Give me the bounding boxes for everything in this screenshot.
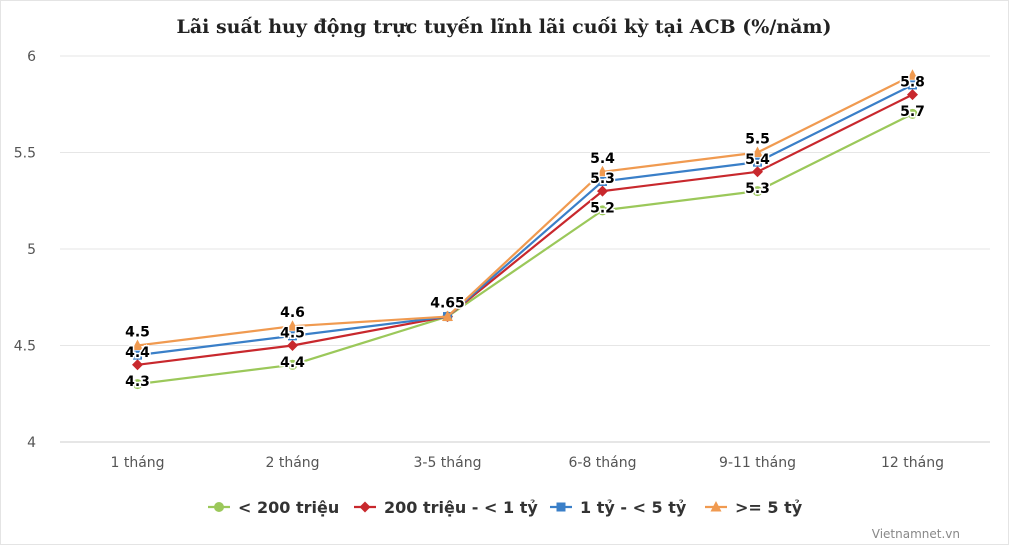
data-point — [752, 186, 763, 197]
x-tick-label: 1 tháng — [110, 455, 164, 471]
chart-title: Lãi suất huy động trực tuyến lĩnh lãi cu… — [176, 16, 831, 38]
data-point — [752, 146, 763, 157]
data-label: 4.3 — [125, 374, 150, 390]
data-label: 5.5 — [745, 132, 770, 148]
data-label: 5.8 — [900, 75, 925, 91]
legend-label: 1 tỷ - < 5 tỷ — [580, 498, 687, 517]
data-label: 5.7 — [900, 104, 925, 120]
data-label: 4.5 — [280, 326, 305, 342]
data-labels: 4.3 4.4 5.2 5.3 5.7 4.4 4.5 5.3 5.4 5.8 4.5 4.6 4.65… — [124, 73, 927, 392]
data-point — [287, 320, 298, 331]
legend-item: >= 5 tỷ — [705, 498, 803, 517]
x-tick-label: 9-11 tháng — [719, 455, 796, 471]
legend-label: < 200 triệu — [238, 498, 339, 517]
legend-label: 200 triệu - < 1 tỷ — [384, 498, 538, 517]
data-point — [597, 205, 608, 216]
data-point — [907, 69, 918, 80]
data-point — [753, 157, 762, 167]
y-tick-label: 5.5 — [14, 146, 36, 162]
legend-marker — [214, 502, 224, 512]
series-3 — [132, 69, 918, 350]
data-point — [907, 108, 918, 119]
credit-text: Vietnamnet.vn — [872, 527, 960, 541]
x-tick-label: 12 tháng — [881, 455, 944, 471]
data-point — [598, 176, 607, 186]
y-tick-label: 6 — [27, 49, 36, 65]
legend-marker — [359, 501, 371, 513]
data-label: 5.2 — [590, 200, 615, 216]
data-label: 5.4 — [745, 152, 770, 168]
data-label: 4.4 — [280, 355, 305, 371]
legend-marker — [710, 501, 722, 512]
data-label: 5.3 — [745, 181, 770, 197]
data-label: 5.4 — [590, 151, 615, 167]
y-tick-label: 5 — [27, 242, 36, 258]
data-point — [907, 89, 918, 101]
x-tick-label: 2 tháng — [265, 455, 319, 471]
y-axis-ticks: 4 4.5 5 5.5 6 — [14, 49, 36, 451]
data-point — [132, 359, 143, 371]
series-2 — [133, 80, 917, 360]
series-lines — [132, 69, 918, 390]
series-line — [137, 93, 913, 366]
data-point — [132, 339, 143, 350]
data-point — [597, 185, 608, 197]
legend-marker — [556, 502, 566, 512]
data-label: 4.5 — [125, 325, 150, 341]
legend-label: >= 5 tỷ — [735, 498, 803, 517]
legend-item: 1 tỷ - < 5 tỷ — [550, 498, 687, 517]
data-label: 4.6 — [280, 305, 305, 321]
data-label: 4.65 — [430, 296, 465, 312]
x-axis-ticks: 1 tháng 2 tháng 3-5 tháng 6-8 tháng 9-11 thá… — [110, 455, 944, 471]
legend: < 200 triệu 200 triệu - < 1 tỷ 1 tỷ - < 5 … — [208, 498, 803, 517]
x-tick-label: 6-8 tháng — [568, 455, 636, 471]
data-point — [133, 350, 142, 360]
y-tick-label: 4 — [27, 435, 36, 451]
data-label: 5.3 — [590, 171, 615, 187]
data-label: 4.4 — [125, 345, 150, 361]
data-point — [908, 80, 917, 90]
data-point — [442, 310, 453, 322]
series-line — [137, 83, 913, 357]
data-point — [752, 166, 763, 178]
series-line — [137, 112, 913, 386]
x-tick-label: 3-5 tháng — [413, 455, 481, 471]
series-line — [137, 74, 913, 347]
data-point — [287, 359, 298, 370]
data-point — [597, 165, 608, 177]
legend-item: < 200 triệu — [208, 498, 339, 517]
y-tick-label: 4.5 — [14, 339, 36, 355]
data-point — [132, 379, 143, 390]
data-point — [287, 340, 298, 351]
data-point — [288, 331, 297, 341]
legend-item: 200 triệu - < 1 tỷ — [354, 498, 538, 517]
